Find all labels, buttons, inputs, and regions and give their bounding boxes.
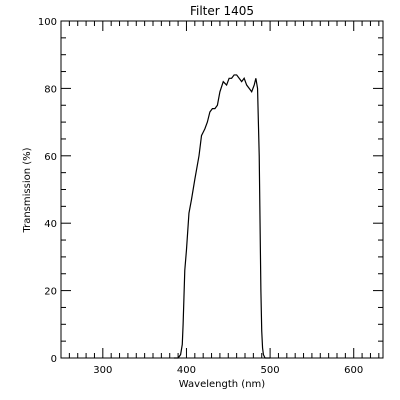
- x-tick-label: 600: [344, 365, 363, 376]
- x-axis-title: Wavelength (nm): [179, 379, 265, 390]
- transmission-curve: [173, 74, 271, 359]
- tick-labels: 300 400 500 600 0 20 40 60 80 100: [38, 17, 363, 376]
- x-tick-label: 400: [177, 365, 196, 376]
- plot-frame: [60, 20, 384, 359]
- x-tick-label: 500: [261, 365, 280, 376]
- x-tick-label: 300: [93, 365, 112, 376]
- y-axis-title: Transmission (%): [22, 147, 33, 233]
- y-tick-label: 0: [51, 354, 57, 365]
- y-tick-label: 20: [44, 287, 57, 298]
- chart-title: Filter 1405: [190, 4, 254, 18]
- y-tick-label: 40: [44, 219, 57, 230]
- axis-ticks: [60, 20, 383, 359]
- y-tick-label: 80: [44, 84, 57, 95]
- y-tick-label: 100: [38, 17, 57, 28]
- y-tick-label: 60: [44, 152, 57, 163]
